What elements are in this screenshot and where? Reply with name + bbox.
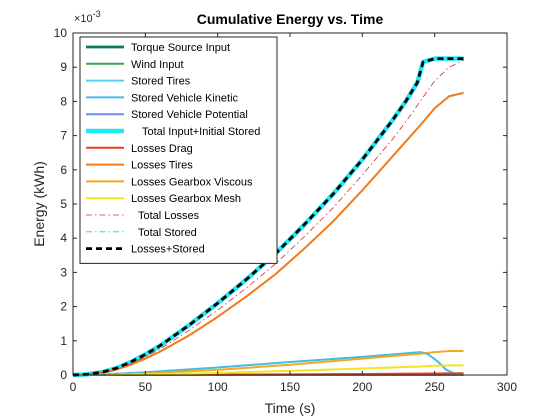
- legend-label-0: Torque Source Input: [131, 42, 230, 54]
- series-line-8: [72, 350, 464, 376]
- y-tick-label: 6: [60, 163, 67, 177]
- chart-title: Cumulative Energy vs. Time: [197, 11, 384, 27]
- y-tick-label: 7: [60, 129, 67, 143]
- legend-label-2: Stored Tires: [131, 76, 191, 88]
- legend-label-4: Stored Vehicle Potential: [131, 109, 248, 121]
- legend-label-12: Losses+Stored: [131, 244, 205, 256]
- y-axis-label: Energy (kWh): [31, 161, 47, 247]
- legend-label-5: Total Input+Initial Stored: [142, 126, 260, 138]
- y-exponent-base: ×10: [74, 13, 93, 25]
- legend-label-11: Total Stored: [138, 227, 197, 239]
- series-line-10: [72, 59, 464, 376]
- x-tick-label: 50: [139, 380, 153, 394]
- y-tick-label: 1: [60, 334, 67, 348]
- y-tick-label: 5: [60, 197, 67, 211]
- legend: Torque Source Input Wind Input Stored Tire…: [79, 36, 278, 264]
- x-tick-label: 100: [208, 380, 228, 394]
- svg-text:×10-3: ×10-3: [74, 9, 101, 25]
- legend-label-8: Losses Gearbox Viscous: [131, 176, 253, 188]
- x-tick-label: 250: [425, 380, 445, 394]
- legend-label-7: Losses Tires: [131, 160, 193, 172]
- legend-label-6: Losses Drag: [131, 143, 193, 155]
- x-tick-label: 200: [352, 380, 372, 394]
- y-tick-label: 2: [60, 300, 67, 314]
- y-tick-label: 10: [54, 26, 68, 40]
- x-tick-label: 300: [497, 380, 517, 394]
- x-axis-label: Time (s): [265, 400, 316, 416]
- y-exponent-label: ×10-3: [74, 9, 101, 25]
- series-line-9: [72, 364, 464, 376]
- y-tick-label: 3: [60, 265, 67, 279]
- y-tick-label: 0: [60, 368, 67, 382]
- ticks: 0 50 100 150 200 250 300 0 1 2 3 4 5 6 7 8 9 10: [54, 26, 518, 394]
- y-exponent-power: -3: [93, 9, 101, 19]
- x-tick-label: 150: [280, 380, 300, 394]
- legend-label-1: Wind Input: [131, 59, 184, 71]
- y-tick-label: 9: [60, 60, 67, 74]
- legend-box: [79, 36, 278, 264]
- x-tick-label: 0: [70, 380, 77, 394]
- legend-label-10: Total Losses: [138, 210, 200, 222]
- legend-label-9: Losses Gearbox Mesh: [131, 193, 241, 205]
- y-tick-label: 8: [60, 94, 67, 108]
- legend-label-3: Stored Vehicle Kinetic: [131, 92, 239, 104]
- series-line-11: [72, 351, 464, 376]
- y-tick-label: 4: [60, 231, 67, 245]
